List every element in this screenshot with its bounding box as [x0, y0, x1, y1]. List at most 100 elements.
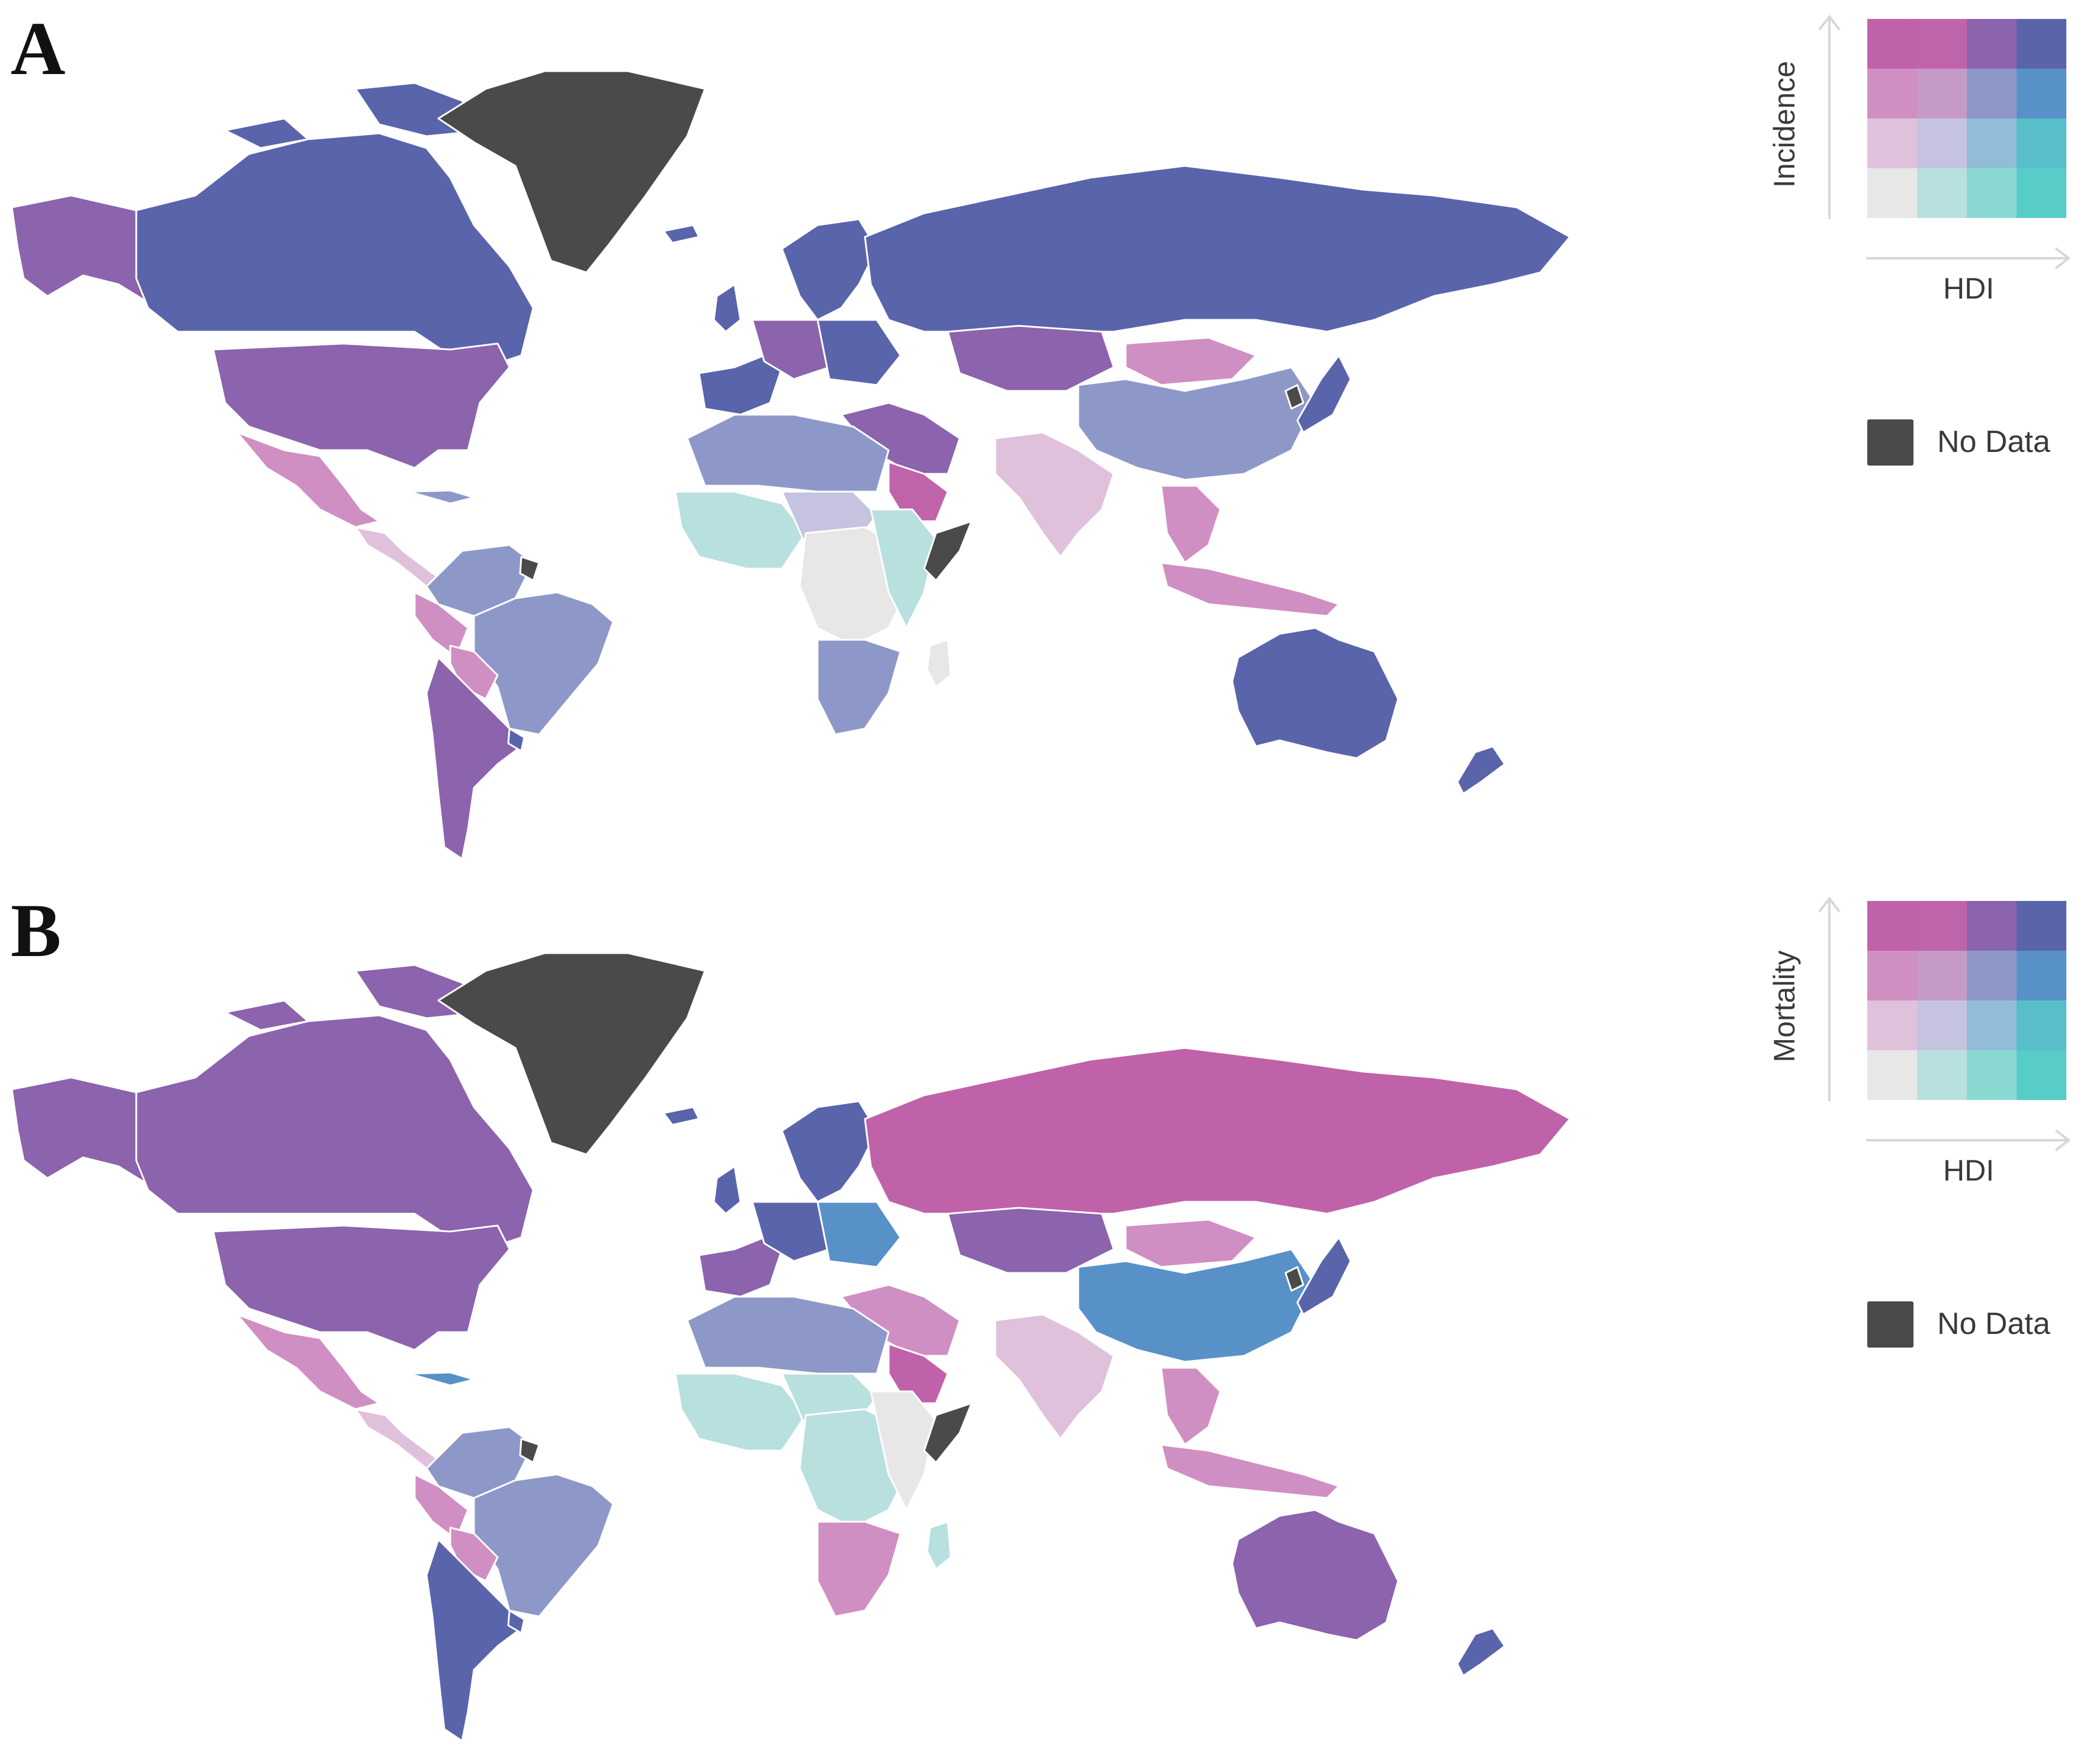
region-usa	[212, 1224, 511, 1351]
region-guiana	[519, 556, 540, 582]
legend-cell	[2017, 1000, 2066, 1050]
region-west-africa	[674, 490, 807, 570]
legend-cell	[1967, 1050, 2017, 1100]
x-axis-line	[1866, 1139, 2068, 1141]
x-axis-line	[1866, 257, 2068, 259]
region-southern-africa	[816, 1521, 902, 1618]
region-mongolia	[1124, 1218, 1257, 1268]
region-china	[1077, 1248, 1316, 1363]
region-japan	[1296, 1236, 1352, 1316]
region-arabia-gulf	[887, 461, 949, 522]
region-mexico	[236, 1313, 380, 1410]
region-caribbean	[408, 489, 475, 505]
legend-cell	[1867, 69, 1917, 118]
arrow-right-icon	[2054, 247, 2071, 270]
region-new-zealand	[1456, 745, 1506, 795]
region-southeast-asia	[1160, 1367, 1222, 1446]
legend-cell	[2017, 951, 2066, 1000]
panel-b: B Mortality HDI No Data	[0, 882, 2077, 1764]
region-new-zealand	[1456, 1627, 1506, 1677]
region-korea-north	[1284, 384, 1304, 410]
legend-y-label: Incidence	[1768, 60, 1801, 188]
region-alaska	[11, 194, 158, 309]
region-north-africa	[686, 413, 890, 493]
region-southern-africa	[816, 639, 902, 736]
region-eastern-europe	[816, 319, 902, 386]
no-data-label: No Data	[1937, 425, 2050, 459]
no-data-swatch	[1867, 419, 1913, 466]
legend-cell	[1917, 901, 1967, 951]
arrow-up-icon	[1818, 14, 1841, 31]
region-southeast-asia	[1160, 485, 1222, 564]
arrow-up-icon	[1818, 896, 1841, 913]
region-korea-north	[1284, 1266, 1304, 1292]
region-uruguay	[507, 1609, 525, 1634]
legend-x-label: HDI	[1943, 1154, 1995, 1187]
legend-cell	[1917, 1000, 1967, 1050]
region-greenland	[437, 70, 706, 274]
legend-cell	[1967, 901, 2017, 951]
region-greenland	[437, 952, 706, 1156]
legend-cell	[2017, 1050, 2066, 1100]
legend-cell	[1917, 118, 1967, 168]
panel-letter: A	[11, 7, 66, 91]
region-russia	[864, 165, 1571, 333]
world-map	[11, 70, 1571, 860]
legend-cell	[1967, 1000, 2017, 1050]
legend-cell	[2017, 19, 2066, 69]
region-kazakhstan	[947, 325, 1115, 392]
region-caribbean	[408, 1371, 475, 1387]
region-indonesia	[1160, 1444, 1340, 1499]
region-alaska	[11, 1076, 158, 1191]
region-mexico	[236, 431, 380, 528]
region-south-america-north	[425, 544, 534, 617]
region-scandinavia	[781, 218, 878, 321]
legend-cell	[2017, 901, 2066, 951]
region-western-europe	[698, 354, 783, 416]
legend-cell	[1917, 168, 1967, 218]
region-indonesia	[1160, 562, 1340, 617]
region-mongolia	[1124, 336, 1257, 386]
region-eastern-europe	[816, 1201, 902, 1268]
legend-cell	[1867, 1050, 1917, 1100]
region-western-europe	[698, 1236, 783, 1298]
legend-cell	[1867, 118, 1917, 168]
bivariate-legend: Mortality HDI No Data	[1754, 894, 2073, 1380]
panel-a: A Incidence HDI No Data	[11, 7, 2071, 860]
y-axis-line	[1828, 19, 1831, 219]
region-scandinavia	[781, 1100, 878, 1203]
region-south-america-north	[425, 1426, 534, 1499]
region-east-africa	[870, 508, 937, 629]
legend-cell	[1917, 1050, 1967, 1100]
legend-x-label: HDI	[1943, 272, 1995, 305]
region-horn-somalia	[923, 1402, 973, 1464]
region-west-africa	[674, 1372, 807, 1452]
region-japan	[1296, 354, 1352, 434]
region-north-africa	[686, 1295, 890, 1375]
legend-cell	[1867, 1000, 1917, 1050]
legend-cell	[2017, 118, 2066, 168]
legend-cell	[1867, 901, 1917, 951]
legend-cell	[1867, 168, 1917, 218]
region-usa	[212, 342, 511, 469]
legend-cell	[1917, 951, 1967, 1000]
region-uk	[713, 283, 742, 333]
legend-cell	[1967, 118, 2017, 168]
region-australia	[1231, 627, 1399, 759]
legend-cell	[1917, 69, 1967, 118]
region-east-africa	[870, 1390, 937, 1511]
region-iceland	[662, 224, 700, 244]
legend-cell	[1967, 19, 2017, 69]
legend-cell	[1967, 168, 2017, 218]
world-map	[11, 952, 1571, 1742]
region-canada	[135, 964, 534, 1250]
region-india	[994, 1313, 1115, 1440]
legend-y-label: Mortality	[1768, 950, 1801, 1063]
region-china	[1077, 366, 1316, 481]
no-data-swatch	[1867, 1301, 1913, 1348]
region-russia	[864, 1047, 1571, 1215]
panel-letter: B	[11, 889, 62, 973]
bivariate-color-grid	[1867, 901, 2066, 1100]
region-arabia-gulf	[887, 1343, 949, 1404]
region-horn-somalia	[923, 520, 973, 582]
